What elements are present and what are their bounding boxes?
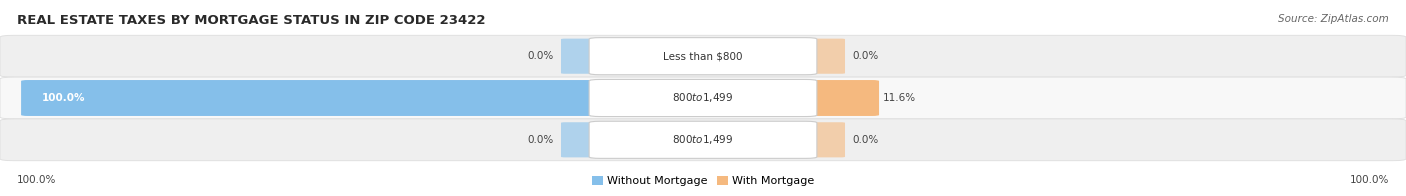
- Text: 0.0%: 0.0%: [852, 135, 879, 145]
- FancyBboxPatch shape: [561, 39, 605, 74]
- Text: 0.0%: 0.0%: [852, 51, 879, 61]
- Text: 100.0%: 100.0%: [17, 175, 56, 185]
- Text: REAL ESTATE TAXES BY MORTGAGE STATUS IN ZIP CODE 23422: REAL ESTATE TAXES BY MORTGAGE STATUS IN …: [17, 14, 485, 27]
- Text: 0.0%: 0.0%: [527, 135, 554, 145]
- Text: Source: ZipAtlas.com: Source: ZipAtlas.com: [1278, 14, 1389, 24]
- FancyBboxPatch shape: [799, 80, 879, 116]
- Text: 0.0%: 0.0%: [527, 51, 554, 61]
- FancyBboxPatch shape: [589, 121, 817, 158]
- FancyBboxPatch shape: [0, 35, 1406, 77]
- FancyBboxPatch shape: [589, 38, 817, 75]
- Text: $800 to $1,499: $800 to $1,499: [672, 92, 734, 104]
- FancyBboxPatch shape: [561, 122, 605, 157]
- FancyBboxPatch shape: [0, 119, 1406, 161]
- FancyBboxPatch shape: [801, 39, 845, 74]
- Text: 100.0%: 100.0%: [1350, 175, 1389, 185]
- Text: 100.0%: 100.0%: [42, 93, 86, 103]
- Text: 11.6%: 11.6%: [883, 93, 917, 103]
- Text: $800 to $1,499: $800 to $1,499: [672, 133, 734, 146]
- FancyBboxPatch shape: [0, 77, 1406, 119]
- Legend: Without Mortgage, With Mortgage: Without Mortgage, With Mortgage: [588, 171, 818, 191]
- Text: Less than $800: Less than $800: [664, 51, 742, 61]
- FancyBboxPatch shape: [589, 79, 817, 117]
- FancyBboxPatch shape: [801, 122, 845, 157]
- FancyBboxPatch shape: [21, 80, 607, 116]
